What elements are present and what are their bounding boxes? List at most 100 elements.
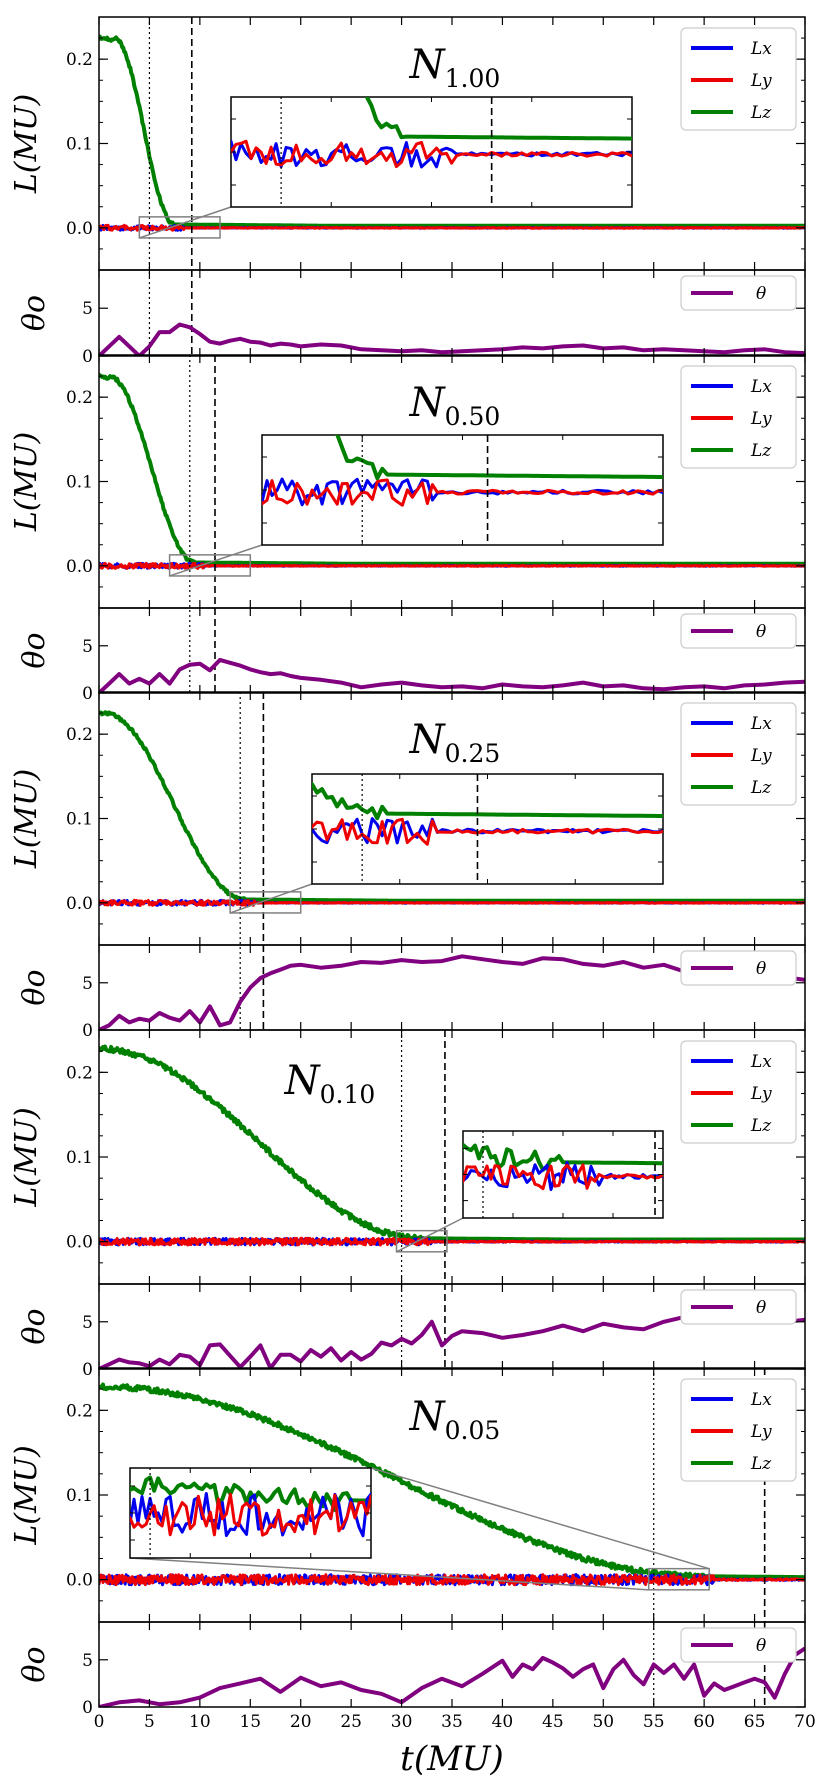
x-axis-label: t(MU) bbox=[400, 1739, 504, 1779]
y-axis-label: θo bbox=[17, 1308, 52, 1344]
inset-connector bbox=[396, 1217, 464, 1253]
series-line-Ly bbox=[99, 1236, 805, 1247]
title-main: N bbox=[409, 1394, 447, 1440]
legend-box bbox=[680, 702, 797, 806]
title-sub: 0.10 bbox=[320, 1080, 376, 1109]
legend-label-Ly: Ly bbox=[750, 1422, 772, 1442]
zoom-box bbox=[168, 554, 252, 577]
x-tick-label: 30 bbox=[391, 1712, 413, 1732]
legend-label-Lx: Lx bbox=[750, 1390, 772, 1410]
panel-title: N0.50 bbox=[409, 380, 501, 431]
title-sub: 0.05 bbox=[445, 1416, 501, 1445]
y-tick-label: 0.2 bbox=[66, 388, 93, 408]
x-tick-label: 0 bbox=[94, 1712, 105, 1732]
inset-line-Lz bbox=[463, 1142, 663, 1172]
title-sub: 0.25 bbox=[445, 739, 501, 768]
y-axis-label: L(MU) bbox=[9, 769, 44, 869]
inset-line-Ly bbox=[463, 1163, 663, 1191]
x-tick-label: 40 bbox=[492, 1712, 514, 1732]
series-line-Lz bbox=[99, 1382, 805, 1581]
legend-label-Lz: Lz bbox=[750, 778, 772, 798]
x-tick-label: 35 bbox=[441, 1712, 463, 1732]
inset-line-Ly bbox=[231, 139, 632, 169]
x-tick-label: 50 bbox=[592, 1712, 614, 1732]
legend-label-Ly: Ly bbox=[750, 71, 772, 91]
inset-connector bbox=[169, 544, 263, 577]
panel-title: N0.25 bbox=[409, 717, 501, 768]
y-tick-label: 0.0 bbox=[66, 219, 93, 239]
inset-line-Ly bbox=[312, 817, 663, 846]
inset-line-Ly bbox=[130, 1492, 371, 1537]
y-tick-label: 0.2 bbox=[66, 1063, 93, 1083]
y-tick-label: 0.0 bbox=[66, 1571, 93, 1591]
y-tick-label: 0.1 bbox=[66, 1148, 93, 1168]
x-tick-label: 20 bbox=[290, 1712, 312, 1732]
legend-label-theta: θ bbox=[756, 1298, 766, 1318]
x-tick-label: 10 bbox=[189, 1712, 211, 1732]
series-line-theta bbox=[99, 1312, 805, 1369]
title-main: N bbox=[409, 42, 447, 88]
title-main: N bbox=[409, 717, 447, 763]
inset-line-Lz bbox=[364, 97, 632, 141]
series-line-Lz bbox=[99, 34, 805, 228]
y-tick-label: 0.1 bbox=[66, 473, 93, 493]
legend-label-Lz: Lz bbox=[750, 441, 772, 461]
legend-label-theta: θ bbox=[756, 284, 766, 304]
zoom-box bbox=[229, 891, 302, 914]
legend-box bbox=[680, 1378, 797, 1482]
x-tick-label: 65 bbox=[744, 1712, 766, 1732]
inset-connector bbox=[229, 883, 313, 914]
y-tick-label: 0.0 bbox=[66, 894, 93, 914]
legend-box bbox=[680, 1289, 797, 1325]
y-tick-label: 5 bbox=[82, 974, 93, 994]
inset-line-Lz bbox=[130, 1475, 371, 1512]
legend-label-Lx: Lx bbox=[750, 1052, 772, 1072]
legend-label-Lz: Lz bbox=[750, 1116, 772, 1136]
legend-label-theta: θ bbox=[756, 959, 766, 979]
y-tick-label: 0.0 bbox=[66, 1233, 93, 1253]
y-axis-label: L(MU) bbox=[9, 432, 44, 532]
legend-label-Ly: Ly bbox=[750, 409, 772, 429]
series-line-Lz bbox=[99, 710, 805, 903]
legend-label-Ly: Ly bbox=[750, 1084, 772, 1104]
panel-n025: 0.0 0.1 0.2 L(MU) N0.25 Lx Ly Lz 0 5 θo θ bbox=[9, 691, 806, 1041]
legend-box bbox=[680, 365, 797, 469]
legend-label-Lx: Lx bbox=[750, 39, 772, 59]
y-tick-label: 0.2 bbox=[66, 1401, 93, 1421]
legend-box bbox=[680, 27, 797, 131]
title-sub: 1.00 bbox=[445, 64, 501, 93]
legend-box bbox=[680, 950, 797, 986]
legend-label-Lz: Lz bbox=[750, 103, 772, 123]
x-tick-label: 45 bbox=[542, 1712, 564, 1732]
y-axis-label: L(MU) bbox=[9, 1445, 44, 1545]
legend-box bbox=[680, 613, 797, 649]
legend-box bbox=[680, 1627, 797, 1663]
legend-label-theta: θ bbox=[756, 622, 766, 642]
series-line-Lz bbox=[99, 373, 805, 566]
inset-connector bbox=[370, 1467, 710, 1570]
inset-line-Lz bbox=[334, 435, 663, 481]
y-tick-label: 5 bbox=[82, 299, 93, 319]
x-tick-label: 25 bbox=[340, 1712, 362, 1732]
panel-title: N1.00 bbox=[409, 42, 501, 93]
y-tick-label: 0.1 bbox=[66, 1486, 93, 1506]
legend-label-Lx: Lx bbox=[750, 714, 772, 734]
title-main: N bbox=[409, 380, 447, 426]
series-line-theta bbox=[99, 1646, 805, 1707]
series-line-Ly bbox=[99, 561, 805, 570]
panel-title: N0.05 bbox=[409, 1394, 501, 1445]
legend-label-theta: θ bbox=[756, 1636, 766, 1656]
y-axis-label: L(MU) bbox=[9, 1107, 44, 1207]
x-tick-label: 60 bbox=[693, 1712, 715, 1732]
panel-n010: 0.0 0.1 0.2 L(MU) N0.10 Lx Ly Lz 0 5 θo θ bbox=[9, 1029, 806, 1380]
legend-box bbox=[680, 1040, 797, 1144]
y-tick-label: 5 bbox=[82, 637, 93, 657]
inset-line-Lz bbox=[312, 782, 663, 821]
y-tick-label: 0 bbox=[82, 1360, 93, 1380]
y-axis-label: L(MU) bbox=[9, 94, 44, 194]
inset-connector bbox=[139, 206, 232, 239]
inset-line-Ly bbox=[262, 478, 663, 507]
legend-label-Lz: Lz bbox=[750, 1454, 772, 1474]
x-tick-label: 15 bbox=[239, 1712, 261, 1732]
legend-label-Lx: Lx bbox=[750, 377, 772, 397]
